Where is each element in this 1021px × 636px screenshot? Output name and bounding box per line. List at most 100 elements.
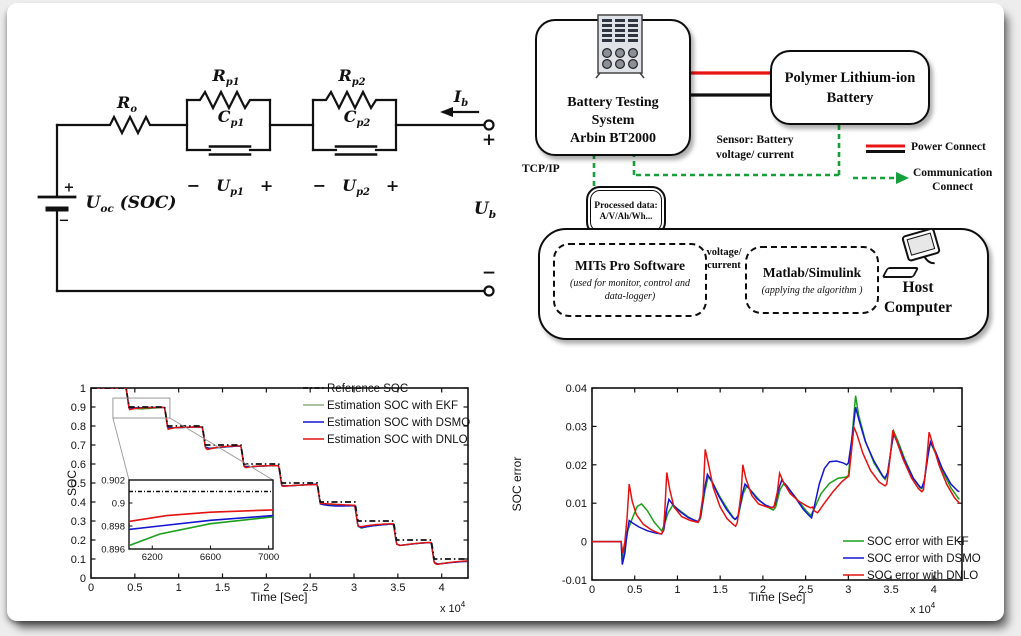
inset-y-tick: 0.9 <box>112 499 125 510</box>
y-tick-label: 0.7 <box>71 440 86 452</box>
y-tick-label: 0.8 <box>71 421 86 433</box>
x-tick-label: 2 <box>760 584 766 596</box>
x-scale-note: x 104 <box>440 600 466 615</box>
host-computer-label: Host Computer <box>883 279 953 316</box>
y-axis-label: SOC <box>65 470 79 496</box>
inset-x-tick: 6200 <box>142 552 163 563</box>
legend-comm-label: Communication Connect <box>913 167 993 193</box>
x-tick-label: 2 <box>263 582 269 594</box>
label-Up1-row: − Up1 + <box>186 175 274 199</box>
label-Ub: Ub <box>473 198 497 222</box>
x-tick-label: 1 <box>674 584 680 596</box>
soc-chart: 0 0.5 1 1.5 2 2.5 3 3.5 4 0 0.1 0.2 0.3 0.4 0.5 0.6 0.7 0… <box>65 383 470 615</box>
inset-y-tick: 0.898 <box>101 522 125 533</box>
x-tick-label: 4 <box>439 582 445 594</box>
inset-series-dsmo <box>129 514 273 531</box>
x-scale-note: x 104 <box>910 601 936 616</box>
series-dnlo <box>592 424 960 554</box>
mits-desc2: data-logger) <box>604 290 656 302</box>
y-tick-label: 0.9 <box>71 402 86 414</box>
positive-terminal <box>483 119 495 131</box>
mits-desc1: (used for monitor, control and <box>570 277 690 289</box>
x-tick-label: 1 <box>176 582 182 594</box>
legend-label: SOC error with DSMO <box>867 553 981 565</box>
x-tick-label: 3.5 <box>390 582 405 594</box>
battery-tester-icon <box>595 14 645 79</box>
y-tick-label: -0.01 <box>562 575 587 587</box>
inset-series-ekf <box>129 516 273 547</box>
y-axis-label: SOC error <box>510 457 524 512</box>
y-tick-label: 0.2 <box>71 535 86 547</box>
inset-y-tick: 0.902 <box>101 476 125 487</box>
matlab-desc: (applying the algorithm ) <box>761 284 863 296</box>
x-tick-label: 1.5 <box>713 584 728 596</box>
legend-label: SOC error with DNLO <box>867 570 978 582</box>
x-axis-label: Time [Sec] <box>749 590 806 604</box>
y-tick-label: 0.4 <box>71 497 86 509</box>
x-tick-label: 3.5 <box>883 584 898 596</box>
y-tick-label: 0.03 <box>566 421 587 433</box>
inset-series-dnlo <box>129 509 273 523</box>
current-arrowhead <box>440 107 453 117</box>
label-Up2-row: − Up2 + <box>312 175 400 199</box>
label-Cp2: Cp2 <box>343 106 371 130</box>
sensor-label: Sensor: Battery voltage/ current <box>715 134 795 161</box>
mits-software-box: MITs Pro Software (used for monitor, con… <box>553 243 707 317</box>
battery-plus-sign: + <box>63 180 75 196</box>
label-Uoc: Uoc (SOC) <box>85 192 177 216</box>
legend-label: SOC error with EKF <box>867 536 969 548</box>
inset-y-tick: 0.896 <box>101 545 125 556</box>
terminal-minus-sign: − <box>481 263 497 283</box>
y-tick-label: 0.04 <box>566 383 587 395</box>
bts-line1: Battery Testing <box>567 95 659 110</box>
circuit-diagram <box>37 89 495 297</box>
polymer-battery-box: Polymer Lithium-ion Battery <box>770 50 930 125</box>
inset-x-tick: 7000 <box>258 552 279 563</box>
battery-line2: Battery <box>826 89 874 106</box>
legend-comm-arrowhead <box>896 172 909 184</box>
y-tick-label: 0.02 <box>566 460 587 472</box>
label-Rp1: Rp1 <box>212 65 240 89</box>
legend: SOC error with EKF SOC error with DSMO SOC… <box>843 536 981 582</box>
legend: Reference SOC Estimation SOC with EKF Esti… <box>303 383 470 446</box>
legend-label: Estimation SOC with EKF <box>327 400 458 412</box>
battery-line1: Polymer Lithium-ion <box>784 69 916 86</box>
y-tick-label: 0.3 <box>71 516 86 528</box>
zoom-region-box <box>112 397 171 419</box>
y-tick-label: 0.6 <box>71 459 86 471</box>
series-lines <box>91 388 468 566</box>
label-Cp1: Cp1 <box>217 106 245 130</box>
label-Rp2: Rp2 <box>338 65 366 89</box>
legend-label: Reference SOC <box>327 383 408 395</box>
processed-line1: Processed data: <box>594 201 658 211</box>
matlab-simulink-box: Matlab/Simulink (applying the algorithm … <box>745 246 879 314</box>
host-computer-icon <box>882 227 941 278</box>
legend-power-label: Power Connect <box>911 141 986 153</box>
series-reference <box>91 388 468 560</box>
soc-error-chart: 0 0.5 1 1.5 2 2.5 3 3.5 4-0.0100.010.020.030.04S… <box>510 383 981 616</box>
x-tick-label: 3 <box>845 584 851 596</box>
bts-line2: System <box>591 113 635 128</box>
terminal-plus-sign: + <box>481 130 497 150</box>
x-tick-label: 0.5 <box>127 582 142 594</box>
mits-title: MITs Pro Software <box>575 257 685 273</box>
y-tick-label: 0 <box>581 537 587 549</box>
y-tick-label: 0.01 <box>566 498 587 510</box>
x-axis-label: Time [Sec] <box>251 590 308 604</box>
series-ekf <box>592 395 960 561</box>
legend-label: Estimation SOC with DSMO <box>327 417 470 429</box>
x-tick-label: 3 <box>351 582 357 594</box>
x-tick-label: 1.5 <box>215 582 230 594</box>
inset-series <box>129 490 273 547</box>
legend-label: Estimation SOC with DNLO <box>327 434 468 446</box>
negative-terminal <box>483 285 495 297</box>
x-tick-label: 4 <box>931 584 937 596</box>
inset-x-tick: 6600 <box>200 552 221 563</box>
x-tick-label: 0 <box>88 582 94 594</box>
x-tick-label: 0.5 <box>627 584 642 596</box>
x-tick-label: 2.5 <box>798 584 813 596</box>
y-tick-label: 0.5 <box>71 478 86 490</box>
x-tick-label: 0 <box>589 584 595 596</box>
matlab-title: Matlab/Simulink <box>762 264 862 280</box>
